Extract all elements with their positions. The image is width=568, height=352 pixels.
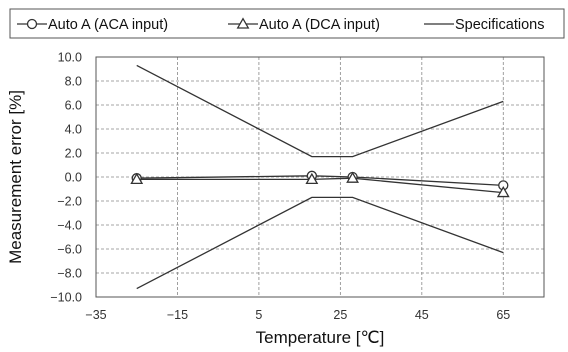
y-tick-label: −10.0	[50, 291, 82, 305]
y-tick-label: 2.0	[65, 147, 82, 161]
legend-label: Specifications	[455, 17, 544, 33]
x-tick-label: −35	[85, 308, 106, 322]
y-tick-label: −8.0	[57, 267, 82, 281]
data-point	[305, 172, 319, 185]
legend-box	[9, 8, 565, 39]
x-axis-ticks: −35 −15 5 25 45 65	[85, 308, 510, 322]
y-axis-label: Measurement error [%]	[6, 90, 25, 264]
x-tick-label: 45	[415, 308, 429, 322]
y-tick-label: −2.0	[57, 195, 82, 209]
series-line-lower	[136, 196, 504, 290]
y-tick-label: −6.0	[57, 243, 82, 257]
legend-item-2: Auto A (DCA input)	[228, 17, 380, 33]
legend-label: Auto A (ACA input)	[48, 17, 168, 33]
legend-swatch-marker	[26, 18, 38, 30]
series-line	[136, 175, 504, 187]
x-tick-label: 25	[333, 308, 347, 322]
series-3	[136, 64, 504, 290]
series-group	[130, 64, 510, 290]
legend-label: Auto A (DCA input)	[259, 17, 380, 33]
x-tick-label: 65	[496, 308, 510, 322]
plot-area	[95, 56, 545, 298]
y-tick-label: −4.0	[57, 219, 82, 233]
data-point	[496, 185, 510, 198]
legend-item-3: Specifications	[424, 17, 544, 33]
x-tick-label: 5	[255, 308, 262, 322]
x-axis-label: Temperature [℃]	[256, 328, 385, 347]
x-tick-label: −15	[167, 308, 188, 322]
y-tick-label: 0.0	[65, 171, 82, 185]
series-line	[136, 64, 504, 158]
data-point	[346, 171, 360, 183]
grid	[96, 57, 544, 297]
y-tick-label: 4.0	[65, 123, 82, 137]
y-tick-label: 8.0	[65, 75, 82, 89]
series-line	[136, 177, 504, 194]
y-tick-label: 6.0	[65, 99, 82, 113]
legend-item-1: Auto A (ACA input)	[17, 17, 168, 33]
y-axis-ticks: 10.0 8.0 6.0 4.0 2.0 0.0 −2.0 −4.0 −6.0 −8.0 −10.0	[50, 51, 82, 305]
legend: Auto A (ACA input) Auto A (DCA input) Spec…	[9, 8, 565, 39]
y-tick-label: 10.0	[58, 51, 82, 65]
legend-swatch-marker	[236, 17, 250, 29]
data-point	[130, 172, 144, 185]
series-2	[130, 171, 510, 198]
